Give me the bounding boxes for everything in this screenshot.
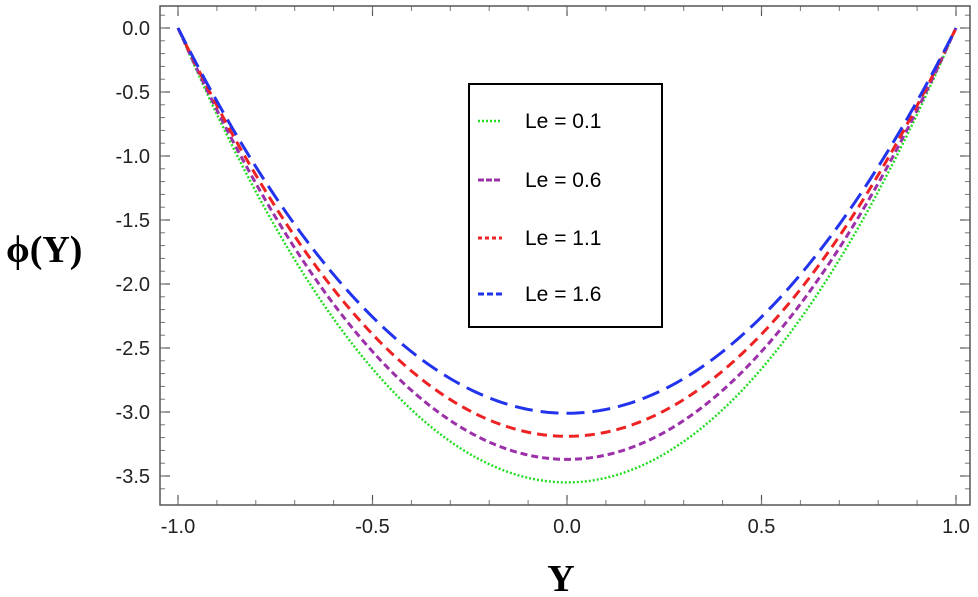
plot-frame	[159, 5, 971, 506]
x-tick-label: 0.0	[553, 516, 581, 538]
y-tick-label: -0.5	[116, 82, 150, 104]
y-tick-label: -1.0	[116, 146, 150, 168]
y-tick-label: -3.5	[116, 466, 150, 488]
y-tick-labels: 0.0 -0.5 -1.0 -1.5 -2.0 -2.5 -3.0 -3.5	[116, 18, 150, 488]
legend-label: Le = 0.6	[525, 169, 601, 192]
x-tick-label: 1.0	[942, 516, 970, 538]
legend-label: Le = 0.1	[525, 110, 601, 133]
y-tick-label: -1.5	[116, 210, 150, 232]
y-axis-title: ϕ(Y)	[6, 229, 82, 271]
series-line-2	[176, 27, 958, 461]
x-tick-label: -0.5	[355, 516, 389, 538]
x-tick-labels: -1.0 -0.5 0.0 0.5 1.0	[161, 516, 970, 538]
series-line-3	[176, 27, 958, 438]
series-layer	[176, 27, 958, 484]
x-tick-label: -1.0	[161, 516, 195, 538]
x-tick-label: 0.5	[748, 516, 776, 538]
series-line-4	[176, 27, 958, 415]
x-axis-title: Y	[547, 558, 574, 597]
y-tick-label: -3.0	[116, 402, 150, 424]
legend-label: Le = 1.6	[525, 283, 601, 306]
legend-box	[468, 83, 663, 328]
y-tick-label: -2.0	[116, 274, 150, 296]
legend-label: Le = 1.1	[525, 227, 601, 250]
y-tick-label: 0.0	[122, 18, 150, 40]
axis-ticks	[160, 6, 970, 505]
legend: Le = 0.1 Le = 0.6 Le = 1.1 Le = 1.6	[468, 83, 663, 328]
series-line-1	[176, 27, 958, 484]
y-tick-label: -2.5	[116, 338, 150, 360]
